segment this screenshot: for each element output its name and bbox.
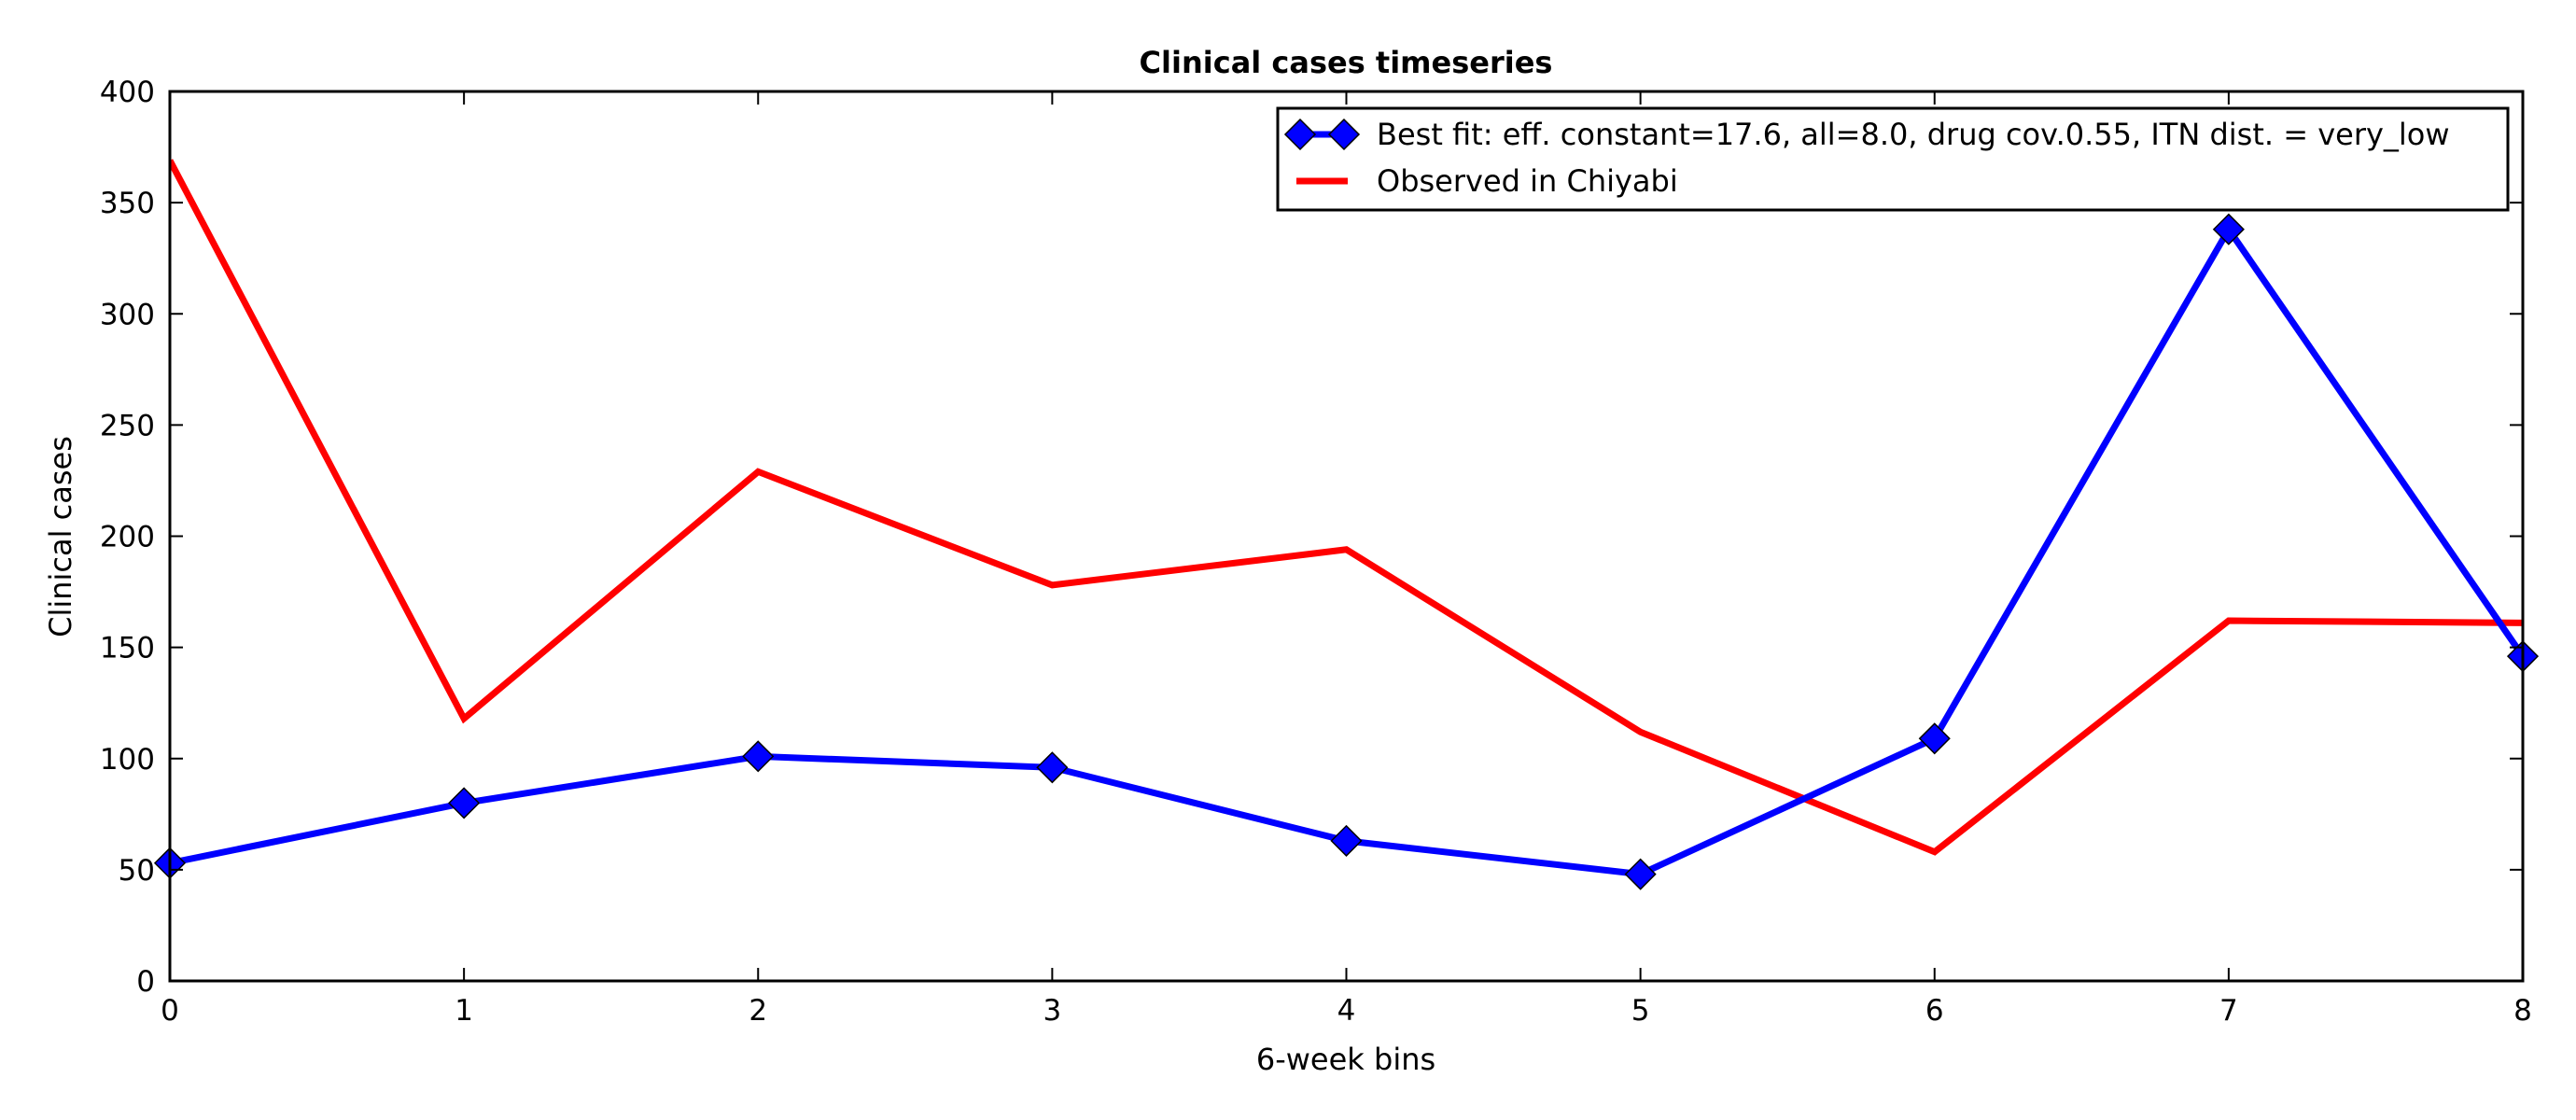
legend: Best fit: eff. constant=17.6, all=8.0, d… <box>1276 106 2510 212</box>
legend-label-0: Best fit: eff. constant=17.6, all=8.0, d… <box>1377 117 2450 152</box>
series-1-line <box>170 159 2523 856</box>
y-tick-label: 50 <box>119 854 155 888</box>
y-axis-label: Clinical cases <box>43 436 78 637</box>
y-tick-label: 100 <box>100 743 155 777</box>
x-axis-label: 6-week bins <box>1256 1042 1435 1077</box>
x-tick-label: 5 <box>1631 994 1650 1028</box>
legend-label-1: Observed in Chiyabi <box>1377 163 1678 199</box>
x-tick-label: 6 <box>1925 994 1944 1028</box>
y-tick-label: 0 <box>136 965 155 999</box>
x-tick-label: 1 <box>455 994 473 1028</box>
legend-marker-0 <box>1283 118 1317 151</box>
x-tick-label: 2 <box>749 994 767 1028</box>
series-0-point <box>1918 722 1951 755</box>
x-tick-label: 0 <box>161 994 179 1028</box>
x-tick-label: 7 <box>2219 994 2238 1028</box>
series-0-point <box>1624 858 1657 890</box>
y-tick-label: 400 <box>100 76 155 109</box>
series-0-point <box>448 787 481 819</box>
axis-ticks: 0 1 2 3 4 5 6 7 8 0 50 100 150 200 250 300 350 400 <box>100 76 2532 1028</box>
chart-title: Clinical cases timeseries <box>1140 45 1553 80</box>
legend-box <box>1276 106 2510 212</box>
y-tick-label: 350 <box>100 187 155 220</box>
legend-marker-0 <box>1327 118 1361 151</box>
x-tick-label: 3 <box>1043 994 1062 1028</box>
y-tick-label: 250 <box>100 409 155 442</box>
series-0-point <box>1036 751 1069 784</box>
y-tick-label: 300 <box>100 298 155 331</box>
y-tick-label: 150 <box>100 632 155 665</box>
y-tick-label: 200 <box>100 521 155 554</box>
series-0-point <box>2212 213 2245 245</box>
x-tick-label: 8 <box>2513 994 2532 1028</box>
x-tick-label: 4 <box>1337 994 1356 1028</box>
series-0-point <box>742 740 775 773</box>
series-0-point <box>1330 824 1363 857</box>
series-1-group <box>170 159 2523 856</box>
